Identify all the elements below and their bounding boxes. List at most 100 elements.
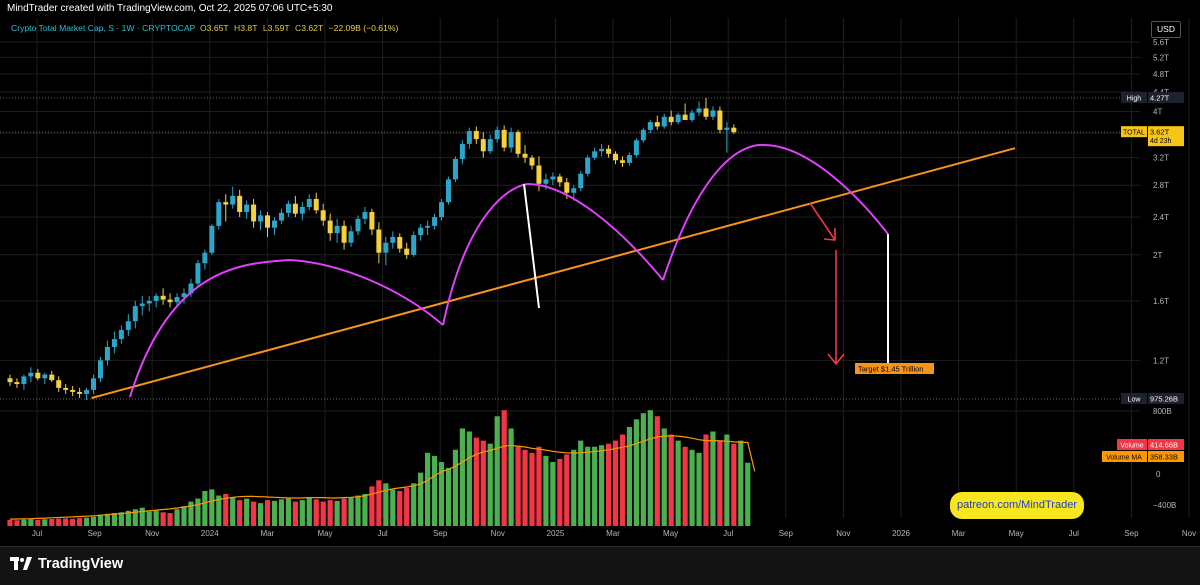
volume-bar <box>271 500 278 526</box>
high-key: H <box>234 23 241 33</box>
candle-body <box>348 231 354 243</box>
x-tick-label: Sep <box>87 529 102 538</box>
volume-bar <box>508 428 514 526</box>
volume-bar <box>661 428 667 526</box>
volume-ma-line <box>9 435 756 520</box>
arrow-long-head <box>827 353 845 366</box>
y-tick-label: 4T <box>1153 108 1162 117</box>
volume-bar <box>348 497 354 526</box>
candle-body <box>452 158 458 180</box>
volume-bar <box>42 519 48 526</box>
candle-body <box>487 139 493 152</box>
volume-bar <box>557 458 563 526</box>
header-bar: MindTrader created with TradingView.com,… <box>0 0 1200 18</box>
y-tick-label: 1.6T <box>1153 297 1169 306</box>
volume-bar <box>619 434 626 526</box>
volume-bar <box>731 443 737 526</box>
volume-bar <box>592 446 598 526</box>
volume-bar <box>299 500 305 526</box>
volume-bar <box>425 452 431 526</box>
candle-body <box>63 387 69 390</box>
candle-body <box>237 195 243 212</box>
volume-bar <box>111 513 117 526</box>
volume-badge-value: 414.66B <box>1150 440 1178 449</box>
volume-bar <box>696 452 702 526</box>
volume-bar <box>626 426 633 526</box>
chart-area[interactable]: 5.6T5.2T4.8T4.4T4T3.6T3.2T2.8T2.4T2T1.6T… <box>0 18 1200 546</box>
volume-bar <box>445 468 452 526</box>
x-tick-label: Jul <box>1069 529 1079 538</box>
low-badge-label: Low <box>1128 396 1142 403</box>
y-tick-label: 2.8T <box>1153 181 1169 190</box>
tradingview-logo[interactable]: TradingView <box>10 556 123 572</box>
x-tick-label: Sep <box>779 529 794 538</box>
candle-body <box>320 210 326 221</box>
volume-bar <box>397 490 403 526</box>
volume-bar <box>571 449 577 526</box>
candle-body <box>167 299 173 303</box>
candle-body <box>292 203 298 214</box>
candle-body <box>42 374 48 379</box>
volume-bar <box>230 497 236 526</box>
candle-body <box>640 129 646 141</box>
x-tick-label: Nov <box>1182 529 1196 538</box>
volume-bar <box>404 487 410 526</box>
x-tick-label: Nov <box>145 529 159 538</box>
candle-body <box>459 143 465 159</box>
candle-body <box>592 151 598 158</box>
y-tick-label: 3.2T <box>1153 154 1169 163</box>
volume-bar <box>70 518 76 526</box>
total-badge-countdown: 4d 23h <box>1150 138 1172 145</box>
volume-bar <box>320 501 326 526</box>
arc-left <box>129 258 444 398</box>
volume-bar <box>431 455 438 526</box>
candle-body <box>717 110 723 130</box>
currency-selector[interactable]: USD <box>1151 21 1181 38</box>
volume-bar <box>49 518 55 526</box>
candle-body <box>501 129 507 148</box>
volume-bar <box>668 434 674 526</box>
candle-body <box>355 218 361 232</box>
x-tick-label: Jul <box>723 529 733 538</box>
candle-body <box>223 202 229 205</box>
candle-body <box>265 215 271 228</box>
y-tick-label: 5.6T <box>1153 38 1169 47</box>
x-tick-label: 2025 <box>547 529 565 538</box>
volume-badge-label: Volume <box>1120 442 1143 449</box>
volume-bar <box>710 431 716 526</box>
candle-body <box>480 139 486 152</box>
candle-body <box>202 252 208 264</box>
candle-body <box>613 153 619 161</box>
x-tick-label: May <box>663 529 678 538</box>
volume-bar <box>223 493 229 526</box>
x-tick-label: May <box>317 529 332 538</box>
measure-line-left <box>523 183 540 309</box>
candle-body <box>258 215 264 222</box>
chart-svg: 5.6T5.2T4.8T4.4T4T3.6T3.2T2.8T2.4T2T1.6T… <box>0 18 1196 538</box>
volume-bar <box>264 500 271 526</box>
symbol-legend[interactable]: Crypto Total Market Cap, S · 1W · CRYPTO… <box>11 23 398 33</box>
volume-bar <box>466 431 472 526</box>
volume-bar <box>640 413 646 526</box>
symbol-name[interactable]: Crypto Total Market Cap, S · 1W · CRYPTO… <box>11 23 196 33</box>
tradingview-brand: TradingView <box>38 556 124 572</box>
volume-bar <box>487 443 493 526</box>
volume-bar <box>56 518 62 526</box>
volume-bar <box>209 489 215 526</box>
candle-body <box>334 225 340 234</box>
volume-bar <box>515 446 521 526</box>
volume-bar <box>724 434 730 526</box>
volume-bar <box>83 517 90 526</box>
candle-body <box>70 389 76 392</box>
candle-body <box>139 303 145 307</box>
candle-body <box>181 293 187 298</box>
candle-body <box>599 148 605 152</box>
volume-bar <box>355 495 361 526</box>
volume-bar <box>77 518 83 526</box>
volume-bar <box>7 519 13 526</box>
volume-bar <box>536 446 542 526</box>
candle-body <box>606 148 612 154</box>
volume-bar <box>153 510 159 526</box>
volume-bar <box>97 514 104 526</box>
candle-body <box>626 155 632 163</box>
